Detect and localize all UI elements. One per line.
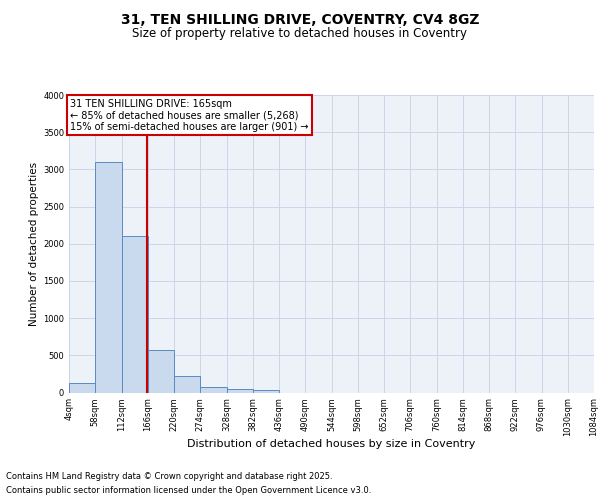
Bar xyxy=(148,350,174,393)
Bar xyxy=(174,376,200,392)
Bar xyxy=(69,383,95,392)
X-axis label: Distribution of detached houses by size in Coventry: Distribution of detached houses by size … xyxy=(187,439,476,449)
Bar xyxy=(95,162,121,392)
Text: Contains public sector information licensed under the Open Government Licence v3: Contains public sector information licen… xyxy=(6,486,371,495)
Y-axis label: Number of detached properties: Number of detached properties xyxy=(29,162,39,326)
Text: Size of property relative to detached houses in Coventry: Size of property relative to detached ho… xyxy=(133,28,467,40)
Bar xyxy=(121,236,148,392)
Bar xyxy=(227,389,253,392)
Bar xyxy=(253,390,279,392)
Bar xyxy=(200,388,227,392)
Text: Contains HM Land Registry data © Crown copyright and database right 2025.: Contains HM Land Registry data © Crown c… xyxy=(6,472,332,481)
Text: 31, TEN SHILLING DRIVE, COVENTRY, CV4 8GZ: 31, TEN SHILLING DRIVE, COVENTRY, CV4 8G… xyxy=(121,12,479,26)
Text: 31 TEN SHILLING DRIVE: 165sqm
← 85% of detached houses are smaller (5,268)
15% o: 31 TEN SHILLING DRIVE: 165sqm ← 85% of d… xyxy=(70,98,308,132)
